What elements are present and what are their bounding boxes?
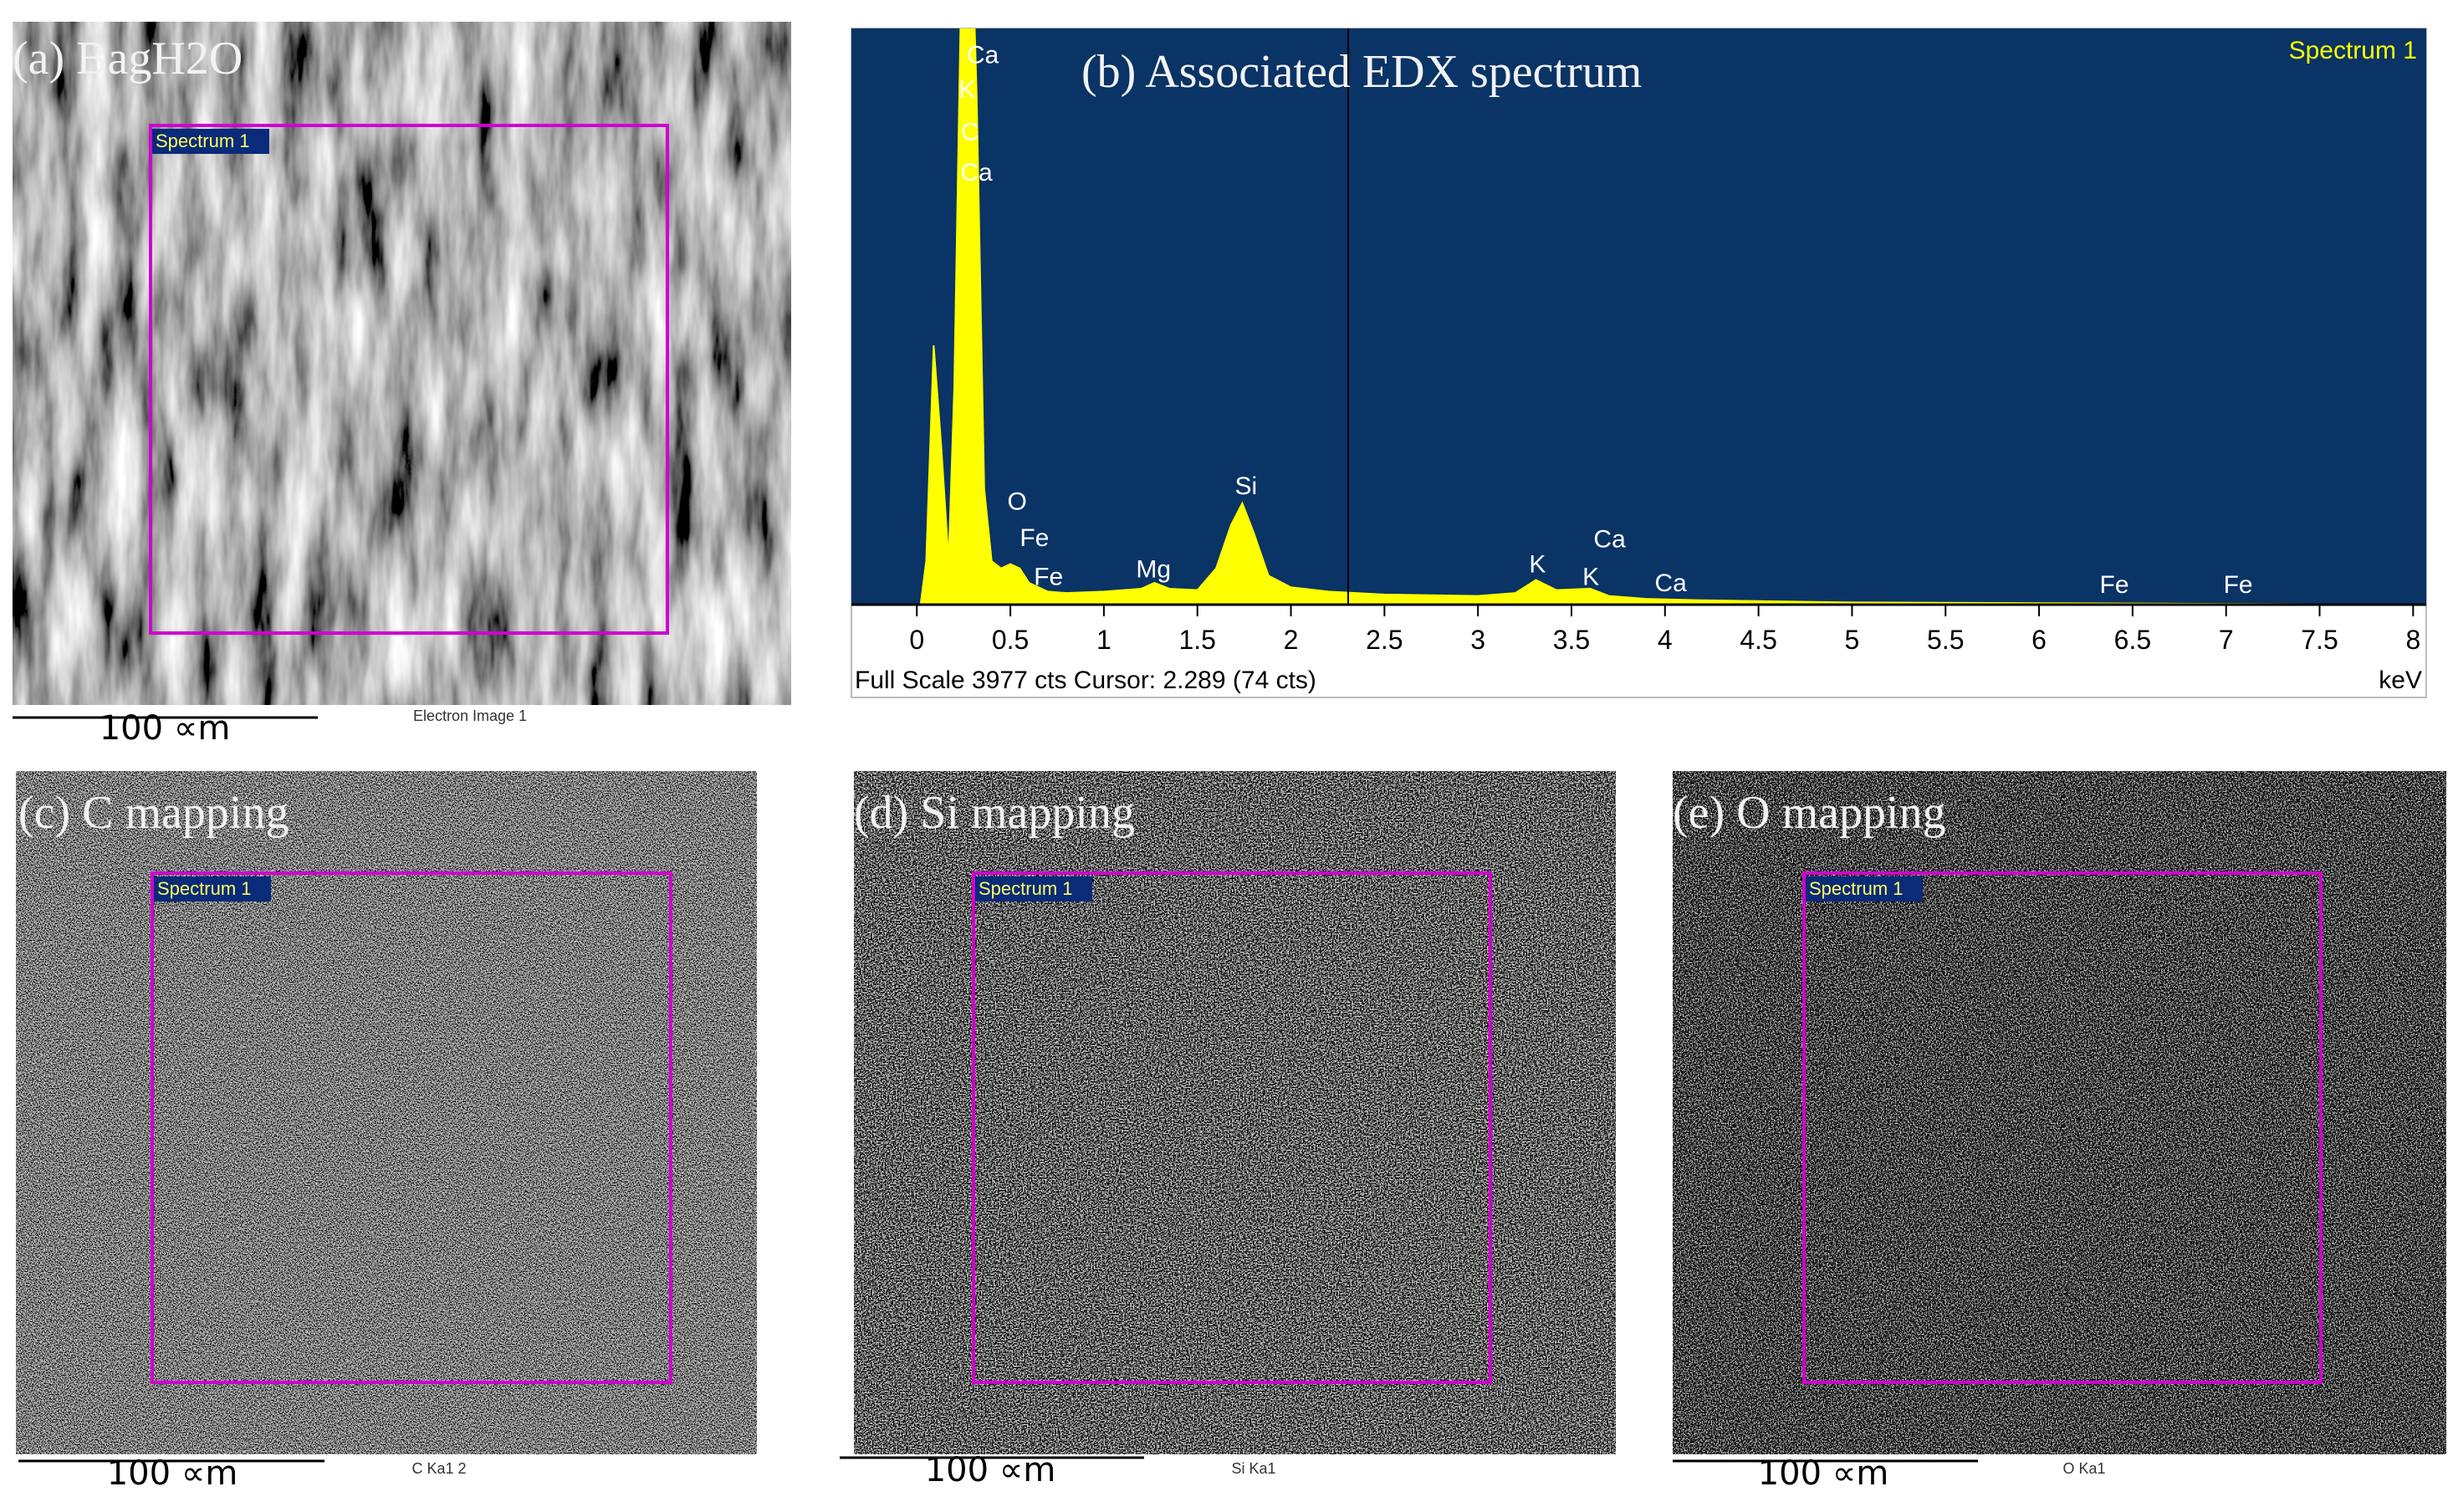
x-tick-label: 4.5 (1740, 625, 1776, 655)
micrograph (1673, 771, 2446, 1454)
scale-bar-label: 100 ∝m (925, 1451, 1056, 1489)
region-label: Spectrum 1 (979, 878, 1073, 899)
x-tick-label: 2 (1284, 625, 1299, 655)
x-tick-label: 1 (1096, 625, 1111, 655)
peak-label: C (961, 118, 979, 146)
scale-bar-label: 100 ∝m (107, 1454, 238, 1493)
peak-label: K (1529, 551, 1546, 579)
x-axis-label: keV (2379, 667, 2422, 694)
x-tick-label: 4 (1658, 625, 1673, 655)
peak-label: Ca (960, 159, 993, 186)
spectrum-region (149, 124, 669, 635)
image-caption: Si Ka1 (1231, 1460, 1275, 1477)
panel-title: (a) BagH2O (13, 33, 243, 84)
spectrum-region (151, 871, 672, 1384)
image-caption: Electron Image 1 (413, 707, 527, 724)
x-tick-label: 7.5 (2301, 625, 2338, 655)
peak-label: Mg (1136, 555, 1171, 583)
peak-label: Ca (1655, 570, 1688, 597)
region-label-bg (152, 129, 269, 154)
peak-label: Fe (1034, 564, 1063, 591)
micrograph (13, 22, 791, 705)
x-tick-label: 8 (2405, 625, 2420, 655)
x-tick-label: 2.5 (1366, 625, 1403, 655)
peak-label: Ca (967, 42, 999, 69)
spectrum-panel: (b) Associated EDX spectrum Spectrum 1 Ca K… (851, 28, 2427, 698)
peak-label: Fe (1019, 524, 1049, 552)
spectrum-region (1802, 871, 2323, 1384)
spectrum-region (972, 871, 1492, 1384)
spectrum-footer: Full Scale 3977 cts Cursor: 2.289 (74 ct… (855, 667, 1316, 694)
region-label: Spectrum 1 (156, 130, 250, 151)
region-label: Spectrum 1 (1809, 878, 1904, 899)
peak-label: Ca (1593, 526, 1626, 554)
x-tick-label: 3.5 (1553, 625, 1590, 655)
image-caption: O Ka1 (2062, 1460, 2105, 1477)
x-tick-label: 6 (2031, 625, 2047, 655)
panel-title: (c) C mapping (18, 787, 289, 839)
x-tick-label: 6.5 (2114, 625, 2151, 655)
x-tick-label: 5 (1845, 625, 1860, 655)
spectrum-area (917, 28, 2414, 605)
scale-bar-label: 100 ∝m (1758, 1454, 1889, 1493)
x-tick-label: 1.5 (1178, 625, 1215, 655)
scale-bar-label: 100 ∝m (100, 709, 231, 748)
region-label-bg (154, 876, 271, 902)
plot-background (851, 28, 2426, 605)
x-tick-label: 3 (1470, 625, 1485, 655)
region-label-bg (1806, 876, 1923, 902)
panel-title: (d) Si mapping (854, 787, 1135, 839)
panel-title: (e) O mapping (1673, 787, 1946, 839)
peak-label: Fe (2100, 571, 2129, 599)
micrograph (16, 771, 757, 1454)
peak-label: Fe (2224, 571, 2253, 599)
x-tick-label: 0.5 (992, 625, 1029, 655)
x-tick-label: 7 (2219, 625, 2234, 655)
peak-label: K (958, 76, 975, 104)
peak-label: O (1008, 488, 1027, 516)
region-label: Spectrum 1 (157, 878, 252, 899)
legend-entry: Spectrum 1 (2289, 37, 2417, 64)
chart-title: (b) Associated EDX spectrum (1081, 46, 1642, 98)
peak-label: Si (1234, 472, 1257, 500)
image-caption: C Ka1 2 (411, 1460, 466, 1477)
x-tick-label: 0 (909, 625, 924, 655)
peak-label: K (1582, 564, 1599, 591)
x-tick-label: 5.5 (1927, 625, 1964, 655)
region-label-bg (975, 876, 1092, 902)
image-panels: Spectrum 1 (a) BagH2O 100 ∝m Electron Image… (13, 22, 2446, 1493)
